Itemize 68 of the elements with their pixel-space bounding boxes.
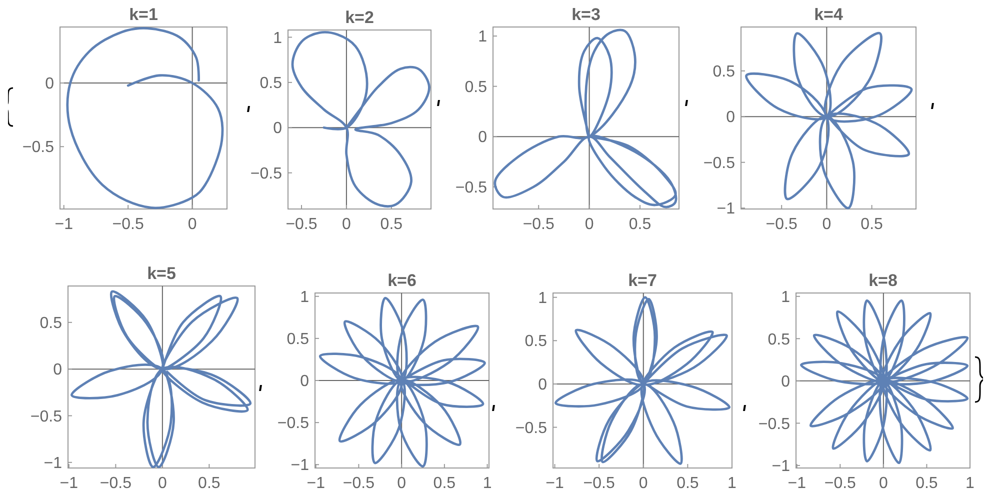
x-tick-label: 0: [188, 216, 197, 233]
y-tick-label: 0.5: [286, 331, 310, 348]
y-tick-label: 0: [478, 129, 488, 146]
chart-title: k=6: [388, 271, 416, 290]
x-tick-label: 0.5: [380, 216, 403, 233]
y-tick-label: 0.5: [712, 64, 736, 80]
y-tick-label: 1: [538, 290, 548, 307]
y-tick-label: −0.5: [250, 165, 282, 182]
y-tick-label: 0: [273, 120, 282, 138]
x-tick-label: 0: [822, 216, 832, 233]
y-tick-label: −0.5: [30, 408, 62, 426]
chart-title: k=8: [868, 271, 898, 290]
line-series: [745, 32, 913, 210]
x-tick-label: 0: [397, 475, 406, 492]
chart-title: k=7: [628, 271, 657, 290]
x-tick-label: 0: [584, 216, 594, 233]
y-tick-label: 0.5: [40, 315, 62, 332]
y-tick-label: 1: [781, 288, 790, 306]
x-tick-label: 0: [878, 475, 888, 492]
line-series: [494, 30, 678, 208]
x-tick-label: −1: [60, 475, 78, 492]
line-series: [800, 299, 969, 464]
y-tick-label: −0.5: [277, 415, 310, 432]
y-tick-label: −0.5: [22, 139, 54, 156]
x-tick-label: 0.5: [198, 475, 220, 492]
x-tick-label: −0.5: [342, 475, 375, 492]
line-series: [554, 296, 731, 465]
y-tick-label: 0: [300, 373, 310, 390]
x-tick-label: −0.5: [100, 475, 132, 492]
y-tick-label: 0.5: [768, 331, 790, 348]
y-tick-label: −0.5: [455, 179, 488, 196]
y-tick-label: −1: [44, 455, 62, 472]
y-tick-label: 0: [538, 376, 548, 394]
x-tick-label: 1: [966, 475, 975, 492]
y-tick-label: 0.5: [260, 75, 282, 92]
x-tick-label: 0.5: [628, 216, 652, 233]
line-series: [70, 290, 252, 468]
y-tick-label: 1: [300, 288, 310, 306]
y-tick-label: 0: [781, 374, 790, 391]
x-tick-label: 0: [158, 475, 167, 492]
x-tick-label: −0.5: [583, 475, 615, 492]
chart-title: k=5: [147, 264, 176, 283]
chart-title: k=1: [129, 5, 158, 24]
line-series: [318, 296, 486, 468]
chart-title: k=2: [345, 8, 374, 27]
chart-title: k=4: [814, 5, 844, 24]
x-tick-label: −0.5: [112, 216, 144, 233]
y-tick-label: 1: [478, 28, 488, 46]
x-tick-label: 0: [342, 216, 352, 233]
y-tick-label: −0.5: [515, 420, 548, 437]
x-tick-label: 0.5: [916, 475, 938, 492]
chart-title: k=3: [572, 5, 600, 24]
x-tick-label: 0.5: [860, 216, 884, 233]
y-tick-label: 0: [53, 362, 62, 379]
y-tick-label: −1: [290, 457, 310, 474]
y-tick-label: 0: [726, 109, 736, 126]
x-tick-label: 0: [638, 475, 648, 492]
x-tick-label: 0.5: [433, 475, 456, 492]
y-tick-label: 0: [45, 76, 54, 93]
y-tick-label: 0.5: [464, 78, 488, 96]
y-tick-label: −0.5: [758, 416, 790, 433]
x-tick-label: 0.5: [676, 475, 699, 492]
y-tick-label: 0.5: [524, 333, 548, 350]
y-tick-label: −0.5: [703, 154, 736, 172]
y-tick-label: −1: [716, 200, 736, 218]
y-tick-label: −1: [772, 458, 790, 476]
x-tick-label: −0.5: [824, 475, 856, 492]
y-tick-label: 1: [273, 30, 282, 47]
